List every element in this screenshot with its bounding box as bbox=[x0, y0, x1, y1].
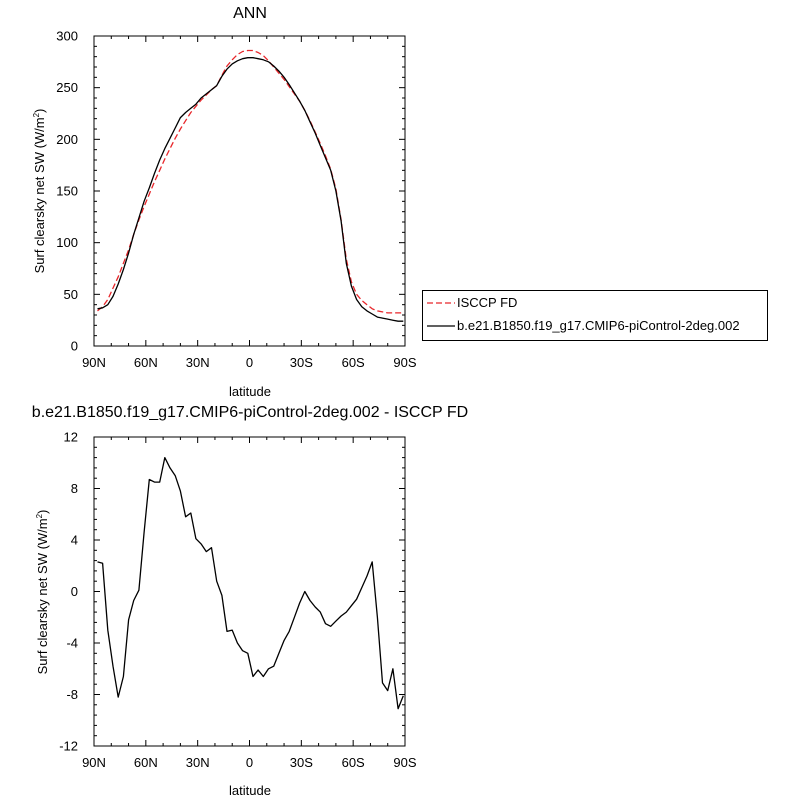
top-ylabel-main: Surf clearsky net SW (W/m bbox=[32, 117, 47, 273]
top-x-tick-label: 0 bbox=[246, 355, 253, 370]
top-chart-xlabel: latitude bbox=[229, 384, 271, 399]
top-x-tick-label: 60N bbox=[134, 355, 158, 370]
legend-label-model: b.e21.B1850.f19_g17.CMIP6-piControl-2deg… bbox=[457, 318, 740, 333]
bottom-ylabel-sup: 2 bbox=[35, 513, 44, 518]
top-x-tick-label: 30N bbox=[186, 355, 210, 370]
bottom-y-tick-label: -4 bbox=[66, 636, 78, 651]
bottom-x-tick-label: 60N bbox=[134, 755, 158, 770]
bottom-y-tick-label: 0 bbox=[71, 584, 78, 599]
top-x-tick-label: 90S bbox=[393, 355, 416, 370]
bottom-y-tick-label: 8 bbox=[71, 481, 78, 496]
bottom-chart-xlabel: latitude bbox=[229, 783, 271, 798]
top-series-line-0 bbox=[97, 49, 404, 314]
bottom-y-tick-label: -8 bbox=[66, 687, 78, 702]
top-y-tick-label: 300 bbox=[56, 29, 78, 44]
bottom-series-line-0 bbox=[97, 456, 404, 710]
top-ylabel-sup: 2 bbox=[32, 112, 41, 117]
bottom-x-tick-label: 90N bbox=[82, 755, 106, 770]
top-plot-area: 90N 60N 30N 0 30S 60S 90S 0 50 100 150 200 250 300 bbox=[56, 29, 417, 371]
bottom-frame bbox=[93, 436, 406, 747]
bottom-x-tick-label: 60S bbox=[342, 755, 365, 770]
top-y-tick-label: 0 bbox=[71, 339, 78, 354]
top-x-tick-label: 60S bbox=[342, 355, 365, 370]
top-y-tick-label: 250 bbox=[56, 80, 78, 95]
bottom-chart-title: b.e21.B1850.f19_g17.CMIP6-piControl-2deg… bbox=[32, 404, 468, 421]
bottom-plot-area: 90N 60N 30N 0 30S 60S 90S -12 -8 -4 0 4 8 12 bbox=[59, 430, 417, 771]
bottom-ylabel-close: ) bbox=[35, 510, 50, 514]
bottom-x-tick-label: 0 bbox=[246, 755, 253, 770]
bottom-y-tick-label: 4 bbox=[71, 533, 78, 548]
bottom-x-tick-label: 30S bbox=[290, 755, 313, 770]
top-frame bbox=[93, 35, 406, 347]
top-x-tick-label: 30S bbox=[290, 355, 313, 370]
top-x-tick-label: 90N bbox=[82, 355, 106, 370]
top-y-tick-label: 100 bbox=[56, 235, 78, 250]
bottom-chart-ylabel: Surf clearsky net SW (W/m2) bbox=[35, 510, 50, 675]
bottom-y-tick-label: 12 bbox=[64, 430, 78, 445]
top-ylabel-close: ) bbox=[32, 109, 47, 113]
bottom-x-tick-label: 90S bbox=[393, 755, 416, 770]
top-y-tick-label: 50 bbox=[64, 287, 78, 302]
bottom-x-tick-label: 30N bbox=[186, 755, 210, 770]
top-y-tick-label: 150 bbox=[56, 184, 78, 199]
bottom-y-tick-label: -12 bbox=[59, 739, 78, 754]
legend: ISCCP FD b.e21.B1850.f19_g17.CMIP6-piCon… bbox=[422, 290, 768, 341]
top-chart-ylabel: Surf clearsky net SW (W/m2) bbox=[32, 109, 47, 274]
legend-svg: ISCCP FD b.e21.B1850.f19_g17.CMIP6-piCon… bbox=[427, 295, 740, 333]
top-chart-title: ANN bbox=[233, 5, 267, 22]
bottom-ylabel-main: Surf clearsky net SW (W/m bbox=[35, 518, 50, 674]
top-series-line-1 bbox=[97, 57, 404, 322]
legend-label-isccp: ISCCP FD bbox=[457, 295, 517, 310]
top-y-tick-label: 200 bbox=[56, 132, 78, 147]
